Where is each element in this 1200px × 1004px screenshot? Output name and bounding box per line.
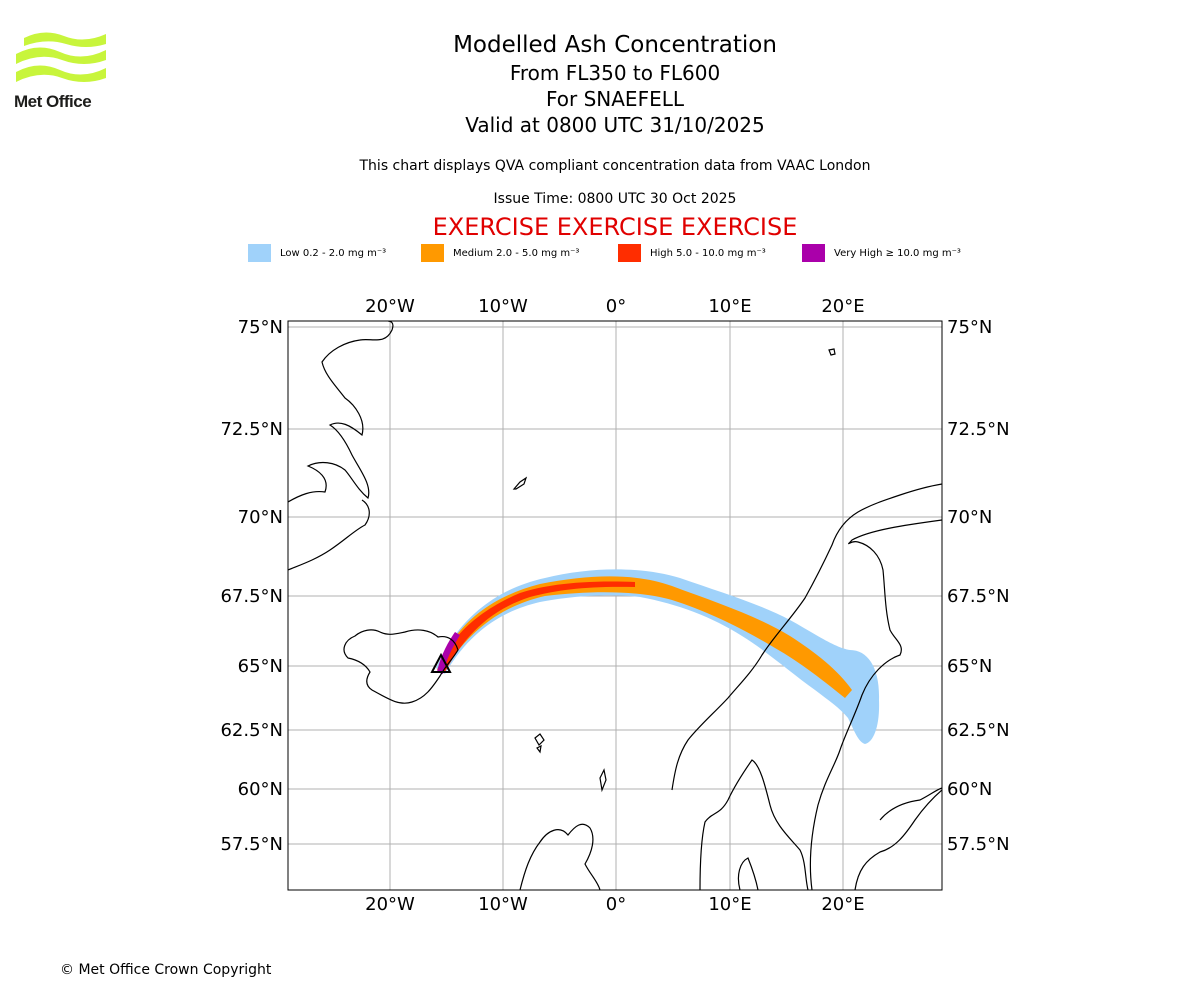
lon-tick-bottom-20e: 20°E <box>821 894 864 915</box>
exercise-banner: EXERCISE EXERCISE EXERCISE <box>432 213 798 241</box>
coastline-jan-mayen <box>512 476 528 490</box>
coastline-iceland <box>343 629 459 704</box>
lat-tick-left-60: 60°N <box>238 779 283 800</box>
volcano-triangle-icon <box>430 652 452 673</box>
lon-tick-top-10w: 10°W <box>478 296 528 317</box>
page-title: Modelled Ash Concentration <box>453 32 777 58</box>
met-office-wave-icon <box>16 32 106 82</box>
volcano-name: For SNAEFELL <box>545 87 684 111</box>
lat-tick-right-72-5: 72.5°N <box>947 419 1010 440</box>
coastline-norway <box>671 483 942 791</box>
flight-levels: From FL350 to FL600 <box>509 61 721 85</box>
legend-item-low: Low 0.2 - 2.0 mg m⁻³ <box>248 244 386 262</box>
lat-tick-left-72-5: 72.5°N <box>220 419 283 440</box>
lat-tick-left-65: 65°N <box>238 656 283 677</box>
lat-tick-right-62-5: 62.5°N <box>947 720 1010 741</box>
lat-tick-left-75: 75°N <box>238 317 283 338</box>
legend-item-medium: Medium 2.0 - 5.0 mg m⁻³ <box>421 244 579 262</box>
copyright: © Met Office Crown Copyright <box>60 962 272 978</box>
lat-tick-left-70: 70°N <box>238 507 283 528</box>
ash-high-zone <box>438 581 635 672</box>
legend-label-low: Low 0.2 - 2.0 mg m⁻³ <box>280 247 387 259</box>
map-background <box>288 321 942 890</box>
legend-swatch-very-high <box>802 244 825 262</box>
lat-tick-right-75: 75°N <box>947 317 992 338</box>
lon-tick-bottom-20w: 20°W <box>365 894 415 915</box>
lon-tick-bottom-0: 0° <box>606 894 626 915</box>
coastline-shetland <box>599 768 607 793</box>
legend-swatch-low <box>248 244 271 262</box>
lat-tick-right-60: 60°N <box>947 779 992 800</box>
lon-tick-bottom-10w: 10°W <box>478 894 528 915</box>
lon-tick-bottom-10e: 10°E <box>708 894 751 915</box>
title-block: Modelled Ash Concentration From FL350 to… <box>290 30 940 138</box>
legend-swatch-high <box>618 244 641 262</box>
coastline-faroes <box>534 733 545 754</box>
coastline-scotland <box>519 823 601 890</box>
legend-label-very-high: Very High ≥ 10.0 mg m⁻³ <box>834 247 961 259</box>
ash-low-zone <box>436 569 880 744</box>
lon-tick-top-10e: 10°E <box>708 296 751 317</box>
lon-tick-top-20e: 20°E <box>821 296 864 317</box>
ash-medium-zone <box>437 576 852 698</box>
legend-label-high: High 5.0 - 10.0 mg m⁻³ <box>650 247 766 259</box>
legend-item-high: High 5.0 - 10.0 mg m⁻³ <box>618 244 766 262</box>
logo-text: Met Office <box>14 92 92 111</box>
lat-tick-right-67-5: 67.5°N <box>947 586 1010 607</box>
map-frame <box>287 320 943 891</box>
legend-swatch-medium <box>421 244 444 262</box>
lat-tick-left-62-5: 62.5°N <box>220 720 283 741</box>
coastline-greenland <box>288 321 394 571</box>
legend-item-very-high: Very High ≥ 10.0 mg m⁻³ <box>802 244 961 262</box>
legend-label-medium: Medium 2.0 - 5.0 mg m⁻³ <box>453 247 580 259</box>
coastline-denmark <box>737 857 759 890</box>
lat-tick-right-70: 70°N <box>947 507 992 528</box>
lon-tick-top-20w: 20°W <box>365 296 415 317</box>
lon-tick-top-0: 0° <box>606 296 626 317</box>
lat-tick-left-67-5: 67.5°N <box>220 586 283 607</box>
met-office-logo: Met Office <box>14 30 108 112</box>
coastline-baltic <box>854 787 942 890</box>
chart-description: This chart displays QVA compliant concen… <box>359 158 871 174</box>
valid-time: Valid at 0800 UTC 31/10/2025 <box>465 113 765 137</box>
issue-time: Issue Time: 0800 UTC 30 Oct 2025 <box>493 191 737 207</box>
coastlines <box>288 321 942 890</box>
coastline-bear-island <box>828 348 836 356</box>
lat-tick-left-57-5: 57.5°N <box>220 834 283 855</box>
lat-tick-right-65: 65°N <box>947 656 992 677</box>
coastline-sweden-finland <box>699 519 942 890</box>
lat-tick-right-57-5: 57.5°N <box>947 834 1010 855</box>
